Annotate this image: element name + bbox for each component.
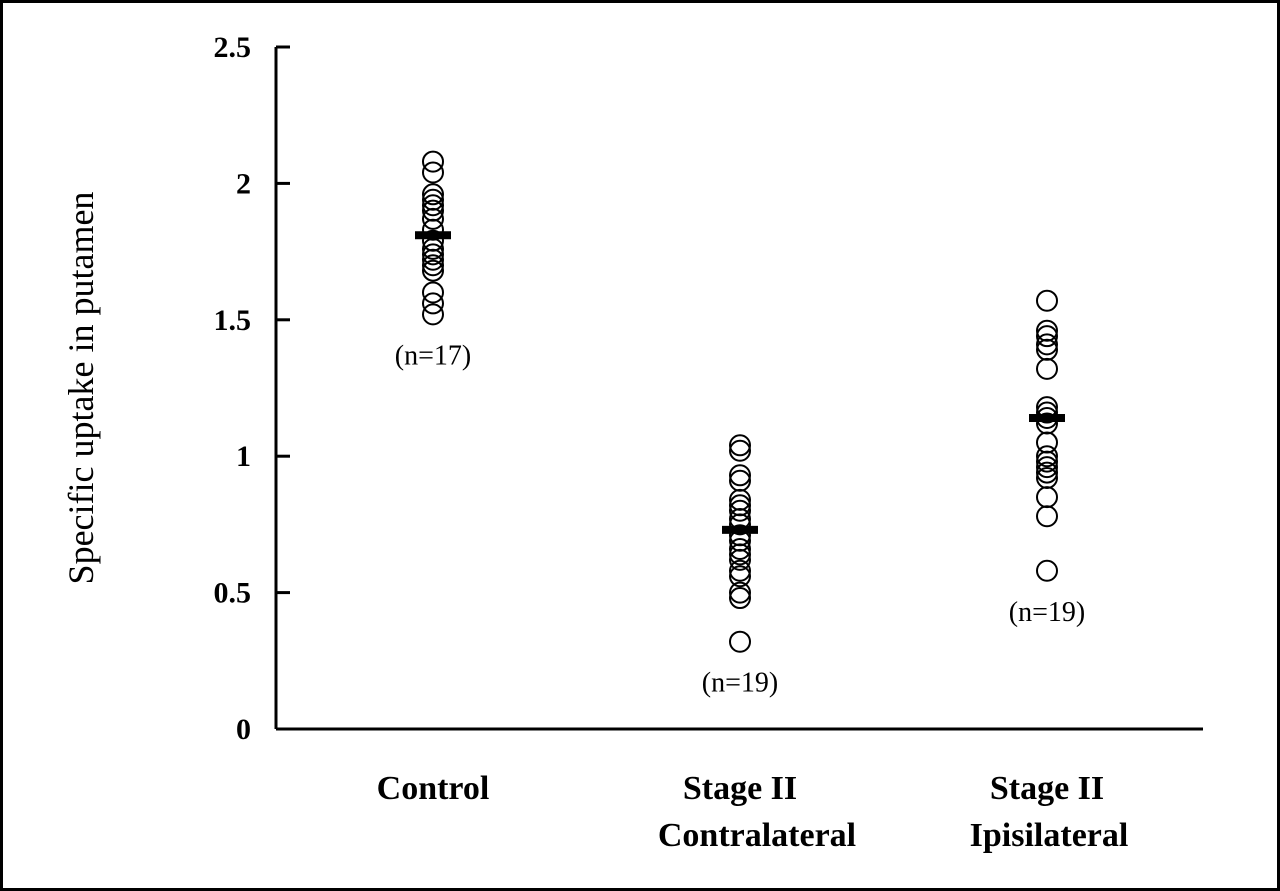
category-labels: Control Stage II Contralateral Stage II Ipis… <box>377 770 1129 854</box>
data-point <box>422 292 444 315</box>
data-point <box>1036 325 1058 348</box>
axes <box>274 47 1203 731</box>
data-point <box>1036 338 1058 361</box>
data-point <box>729 543 751 566</box>
data-point <box>1036 450 1058 473</box>
mean-bar <box>722 525 758 534</box>
data-point <box>1036 445 1058 468</box>
data-point <box>729 439 751 462</box>
y-tick-label: 0 <box>236 713 251 746</box>
scatter-chart: 0 0.5 1 1.5 2 2.5 (n=17) (n=19) (n=19) Control S… <box>61 31 1203 854</box>
data-point <box>422 254 444 277</box>
n-label: (n=17) <box>395 340 471 371</box>
data-point <box>729 469 751 492</box>
data-point <box>729 630 751 653</box>
data-point <box>1036 559 1058 582</box>
y-ticks: 0 0.5 1 1.5 2 2.5 <box>214 31 290 746</box>
data-point <box>729 499 751 522</box>
data-point <box>729 559 751 582</box>
data-point <box>1036 456 1058 479</box>
y-axis-label: Specific uptake in putamen <box>61 192 101 585</box>
data-point <box>422 207 444 230</box>
y-tick-label: 1 <box>236 440 251 473</box>
y-tick-label: 2 <box>236 167 251 200</box>
data-point <box>1036 333 1058 356</box>
data-point <box>729 513 751 536</box>
data-point <box>422 303 444 326</box>
data-point <box>422 281 444 304</box>
data-point <box>729 537 751 560</box>
data-point <box>422 161 444 184</box>
data-point <box>422 150 444 173</box>
n-label: (n=19) <box>702 668 778 699</box>
data-point <box>729 548 751 571</box>
n-label: (n=19) <box>1009 597 1085 628</box>
category-label-line1: Control <box>377 770 490 807</box>
category-label-line1: Stage II <box>683 770 797 807</box>
data-point <box>729 565 751 588</box>
category-label-line2: Ipisilateral <box>970 817 1129 854</box>
data-point <box>1036 357 1058 380</box>
data-point <box>1036 289 1058 312</box>
data-point <box>1036 461 1058 484</box>
data-point <box>422 248 444 271</box>
n-labels: (n=17) (n=19) (n=19) <box>395 340 1085 698</box>
data-point <box>1036 486 1058 509</box>
data-point <box>729 434 751 457</box>
data-point <box>1036 505 1058 528</box>
data-point <box>422 243 444 266</box>
data-point <box>729 581 751 604</box>
data-point <box>1036 401 1058 424</box>
y-tick-label: 1.5 <box>214 304 252 337</box>
y-tick-label: 0.5 <box>214 577 252 610</box>
data-points <box>422 150 1058 653</box>
mean-markers <box>415 231 1065 534</box>
mean-bar <box>1029 414 1065 423</box>
category-label-line2: Contralateral <box>658 817 856 854</box>
category-label-line1: Stage II <box>990 770 1104 807</box>
data-point <box>422 183 444 206</box>
data-point <box>729 464 751 487</box>
data-point <box>422 259 444 282</box>
data-point <box>729 587 751 610</box>
mean-bar <box>415 231 451 240</box>
data-point <box>422 194 444 217</box>
y-tick-label: 2.5 <box>214 31 252 64</box>
